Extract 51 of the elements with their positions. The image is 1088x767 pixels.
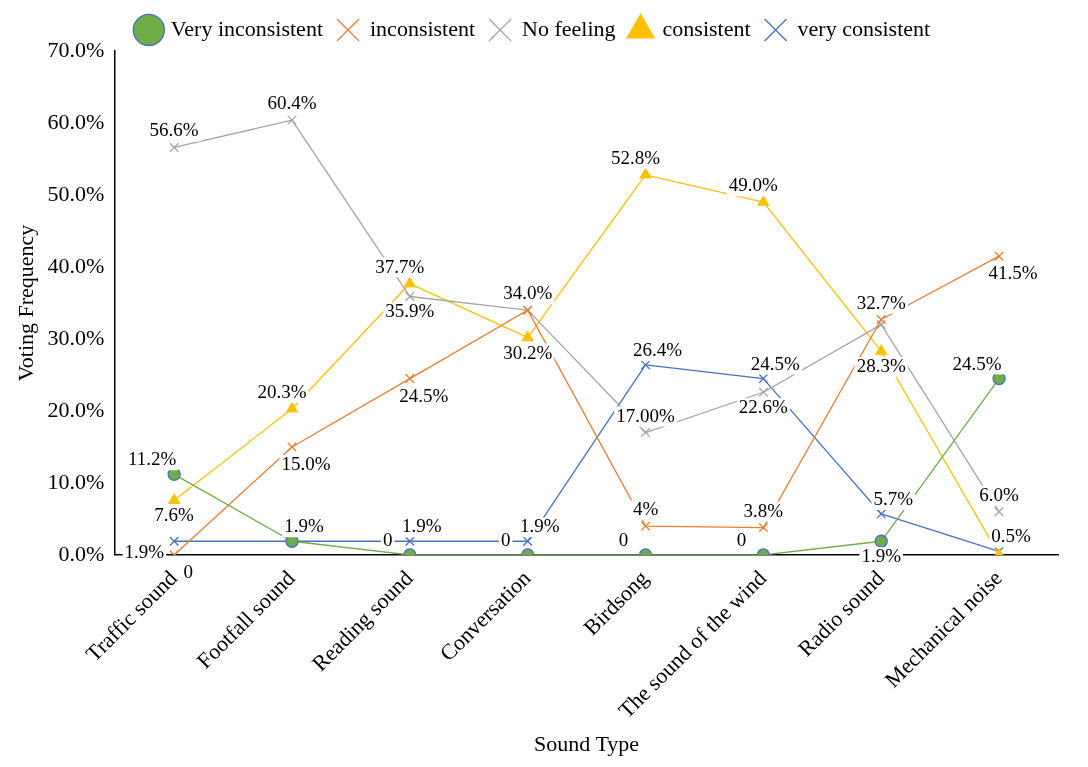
y-tick-label: 30.0% [47,324,105,350]
legend-label: very consistent [797,15,931,41]
data-label: 1.9% [861,545,902,567]
y-axis-title: Voting Frequency [12,224,38,382]
data-label: 17.00% [616,404,675,426]
data-label: 4% [632,498,659,520]
data-label: 5.7% [873,487,914,509]
data-label: 1.9% [284,515,324,537]
data-label: 24.5% [399,384,449,406]
data-label: 24.5% [750,352,801,374]
data-label: 7.6% [154,504,195,526]
data-label: 35.9% [385,300,435,322]
data-label: 34.0% [503,282,553,304]
y-tick-label: 60.0% [47,108,105,134]
data-label: 0 [183,560,193,582]
data-label: 3.8% [743,499,784,521]
legend-label: No feeling [522,15,616,41]
data-label: 15.0% [281,452,331,474]
y-tick-label: 10.0% [47,468,105,494]
y-tick-label: 50.0% [47,180,105,206]
x-axis-title: Sound Type [534,730,640,756]
data-label: 6.0% [979,483,1020,505]
data-label: 24.5% [952,352,1002,374]
data-label: 0.5% [991,525,1032,547]
data-label: 49.0% [728,174,779,196]
data-label: 0 [736,528,747,550]
data-label: 11.2% [127,448,177,470]
data-label: 28.3% [856,355,906,377]
data-label: 52.8% [611,146,661,168]
y-tick-label: 70.0% [47,36,105,62]
legend-label: inconsistent [370,15,476,41]
data-label: 0 [383,528,393,550]
legend-label: Very inconsistent [170,15,324,41]
data-label: 26.4% [633,338,683,360]
data-label: 56.6% [149,119,199,141]
data-label: 22.6% [738,396,789,418]
data-label: 1.9% [519,515,560,537]
data-label: 37.7% [375,255,425,277]
data-label: 32.7% [856,291,906,313]
data-label: 1.9% [402,515,442,537]
legend-label: consistent [662,15,751,41]
data-label: 0 [618,528,629,550]
data-label: 1.9% [124,541,165,563]
data-label: 20.3% [257,380,307,402]
data-label: 41.5% [988,262,1038,284]
y-tick-label: 20.0% [47,396,105,422]
data-label: 0 [500,528,511,550]
data-label: 60.4% [267,92,317,114]
y-tick-label: 0.0% [58,540,105,566]
data-label: 30.2% [503,341,553,363]
y-tick-label: 40.0% [47,252,105,278]
